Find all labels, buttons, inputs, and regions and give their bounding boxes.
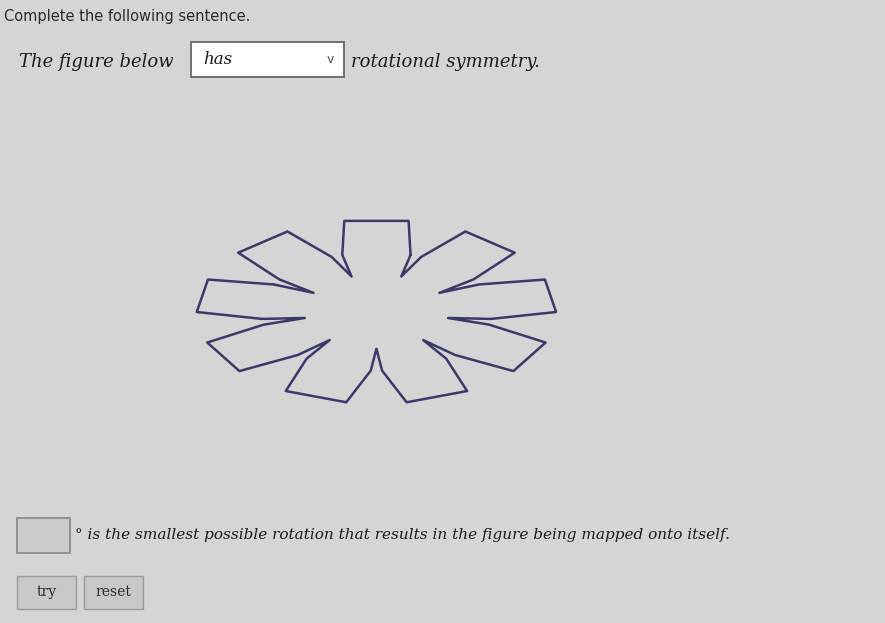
Text: v: v	[327, 54, 335, 66]
Text: ° is the smallest possible rotation that results in the figure being mapped onto: ° is the smallest possible rotation that…	[75, 528, 730, 542]
FancyBboxPatch shape	[191, 42, 344, 77]
FancyBboxPatch shape	[17, 576, 76, 609]
Text: try: try	[36, 586, 57, 599]
Text: rotational symmetry.: rotational symmetry.	[350, 53, 540, 71]
Text: reset: reset	[96, 586, 131, 599]
FancyBboxPatch shape	[17, 518, 70, 553]
Text: has: has	[203, 51, 232, 69]
Text: Complete the following sentence.: Complete the following sentence.	[4, 9, 250, 24]
FancyBboxPatch shape	[84, 576, 142, 609]
Text: The figure below: The figure below	[19, 53, 173, 71]
